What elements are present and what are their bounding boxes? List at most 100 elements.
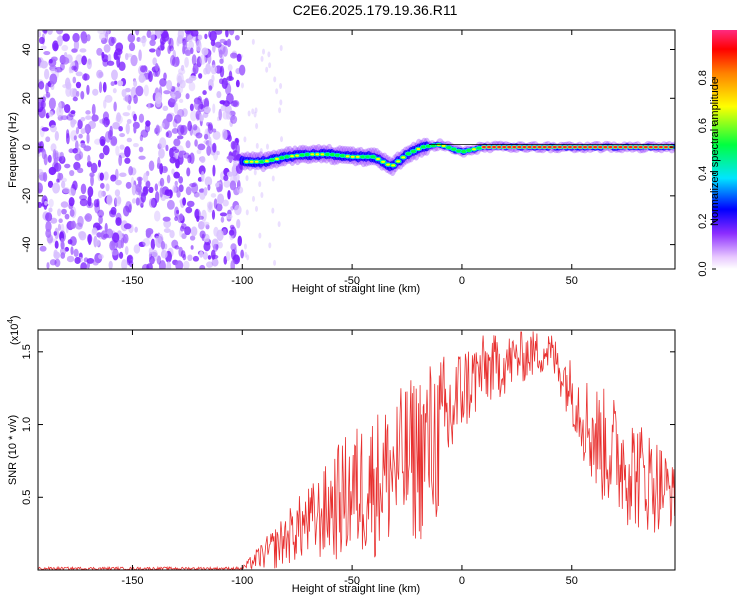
noise-speck — [69, 169, 75, 177]
track-blob-peak — [416, 147, 421, 151]
noise-speck — [201, 209, 207, 222]
x-tick-label: 0 — [459, 575, 465, 587]
noise-speck — [225, 110, 231, 120]
noise-speck — [203, 186, 208, 196]
noise-speck — [108, 36, 115, 47]
track-blob-peak — [507, 145, 512, 149]
track-blob-peak — [502, 145, 507, 149]
noise-speck — [172, 185, 177, 194]
noise-speck — [229, 52, 238, 59]
noise-speck — [66, 114, 74, 121]
noise-speck — [62, 186, 70, 194]
track-blob-peak — [643, 145, 648, 149]
noise-speck — [60, 241, 65, 250]
noise-speck — [91, 103, 96, 116]
page-title: C2E6.2025.179.19.36.R11 — [292, 2, 458, 18]
noise-speck — [203, 241, 211, 252]
noise-speck — [205, 63, 212, 75]
noise-speck — [197, 34, 203, 41]
noise-speck — [167, 45, 172, 55]
track-blob-peak — [663, 145, 668, 149]
noise-speck — [72, 76, 77, 84]
noise-speck — [199, 264, 206, 269]
noise-speck — [161, 31, 170, 42]
noise-speck — [125, 181, 132, 189]
noise-speck — [91, 114, 99, 122]
noise-speck — [124, 157, 131, 164]
noise-speck — [174, 206, 179, 218]
noise-speck — [109, 240, 116, 251]
noise-speck — [135, 30, 140, 36]
noise-speck — [150, 238, 156, 250]
noise-speck — [234, 204, 242, 216]
noise-speck — [47, 30, 53, 35]
noise-speck — [190, 245, 194, 250]
noise-speck — [159, 78, 167, 87]
noise-speck — [173, 148, 180, 154]
noise-speck — [115, 179, 122, 186]
noise-speck — [182, 253, 187, 261]
noise-speck — [118, 61, 126, 71]
noise-speck — [123, 223, 132, 230]
noise-speck — [191, 54, 197, 66]
noise-speck — [99, 172, 104, 181]
noise-speck — [62, 33, 70, 42]
noise-speck — [142, 238, 151, 247]
noise-speck — [95, 225, 103, 231]
noise-speck — [204, 106, 211, 114]
noise-speck — [154, 183, 159, 192]
noise-speck — [71, 65, 77, 71]
noise-speck — [87, 154, 91, 164]
noise-speck — [154, 191, 160, 203]
noise-speck — [163, 219, 172, 229]
noise-speck — [53, 251, 61, 260]
noise-speck — [154, 235, 162, 248]
noise-speck — [159, 177, 165, 187]
noise-speck — [219, 212, 228, 217]
noise-speck — [278, 107, 282, 114]
noise-speck — [115, 145, 120, 156]
noise-speck — [227, 189, 231, 200]
noise-speck — [230, 243, 237, 251]
noise-speck — [68, 148, 74, 154]
noise-speck — [66, 133, 70, 145]
noise-speck — [258, 181, 262, 188]
noise-speck — [127, 104, 132, 111]
noise-speck — [86, 58, 92, 70]
noise-speck — [222, 199, 229, 207]
noise-speck — [70, 220, 76, 229]
track-blob-peak — [320, 153, 325, 156]
noise-speck — [192, 63, 199, 75]
track-blob-peak — [441, 144, 446, 147]
spectrogram-x-label: Height of straight line (km) — [292, 283, 420, 295]
noise-speck — [208, 85, 213, 91]
noise-speck — [143, 84, 149, 97]
noise-speck — [279, 83, 283, 90]
track-blob — [360, 155, 366, 159]
noise-speck — [60, 115, 69, 121]
noise-speck — [38, 168, 44, 176]
noise-speck — [181, 233, 187, 240]
track-blob-peak — [295, 154, 300, 157]
noise-speck — [178, 176, 184, 184]
noise-speck — [197, 215, 204, 220]
noise-speck — [135, 183, 142, 193]
noise-speck — [190, 110, 197, 122]
noise-speck — [160, 240, 166, 250]
noise-speck — [212, 103, 216, 114]
noise-speck — [146, 30, 152, 38]
noise-speck — [204, 33, 208, 40]
noise-speck — [110, 206, 117, 215]
noise-speck — [259, 147, 263, 154]
noise-speck — [75, 81, 82, 89]
noise-speck — [234, 254, 240, 263]
noise-speck — [198, 73, 203, 79]
noise-speck — [54, 258, 61, 268]
noise-speck — [114, 48, 123, 56]
noise-speck — [118, 126, 123, 132]
noise-speck — [279, 45, 283, 52]
noise-speck — [121, 88, 127, 98]
svg-text:(x104): (x104) — [6, 315, 21, 345]
noise-speck — [260, 55, 264, 62]
track-blob-peak — [552, 145, 557, 149]
